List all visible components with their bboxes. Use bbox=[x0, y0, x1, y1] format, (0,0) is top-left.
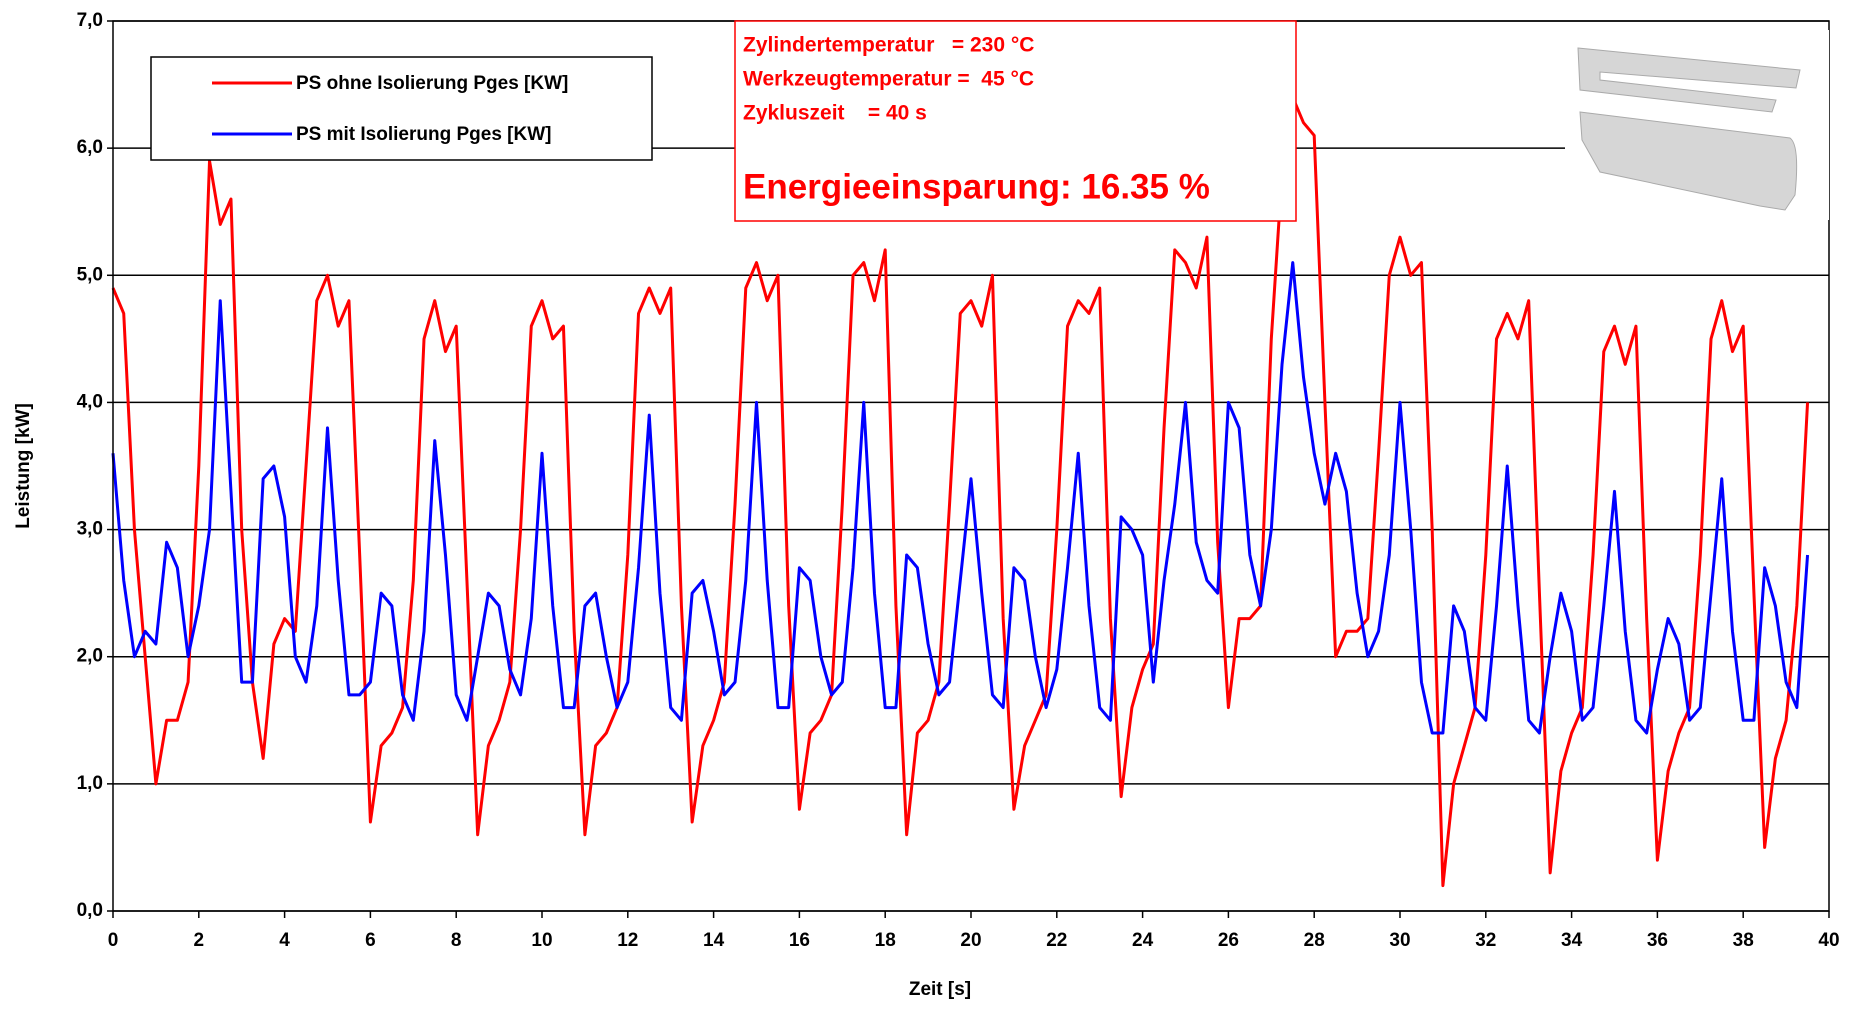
y-tick-label: 0,0 bbox=[77, 900, 103, 921]
y-tick-label: 3,0 bbox=[77, 519, 103, 540]
x-tick-label: 18 bbox=[875, 930, 896, 951]
x-tick-label: 24 bbox=[1132, 930, 1154, 951]
x-tick-label: 8 bbox=[451, 930, 462, 951]
annotation-text: Zylindertemperatur = 230 °C bbox=[743, 34, 1034, 57]
part-image bbox=[1565, 30, 1829, 220]
y-tick-label: 2,0 bbox=[77, 646, 103, 667]
y-tick-label: 6,0 bbox=[77, 137, 103, 158]
annotation: Zylindertemperatur = 230 °C Werkzeugtemp… bbox=[735, 21, 1296, 221]
y-tick-label: 4,0 bbox=[77, 391, 103, 412]
legend-label: PS mit Isolierung Pges [KW] bbox=[296, 124, 551, 145]
chart: PS ohne Isolierung Pges [KW] PS mit Isol… bbox=[0, 0, 1850, 1009]
annotation-text: Werkzeugtemperatur = 45 °C bbox=[743, 68, 1034, 91]
y-axis-label: Leistung [kW] bbox=[13, 403, 34, 529]
x-tick-label: 28 bbox=[1304, 930, 1325, 951]
x-tick-label: 34 bbox=[1561, 930, 1583, 951]
x-axis-label: Zeit [s] bbox=[909, 979, 971, 1000]
x-tick-label: 30 bbox=[1389, 930, 1410, 951]
legend-label: PS ohne Isolierung Pges [KW] bbox=[296, 73, 568, 94]
y-tick-label: 1,0 bbox=[77, 773, 103, 794]
x-tick-label: 36 bbox=[1647, 930, 1668, 951]
x-tick-label: 2 bbox=[194, 930, 205, 951]
x-tick-label: 16 bbox=[789, 930, 810, 951]
x-tick-label: 12 bbox=[617, 930, 638, 951]
y-tick-label: 7,0 bbox=[77, 10, 103, 31]
x-tick-label: 40 bbox=[1818, 930, 1839, 951]
x-tick-label: 20 bbox=[960, 930, 981, 951]
x-tick-label: 26 bbox=[1218, 930, 1239, 951]
x-tick-label: 4 bbox=[279, 930, 290, 951]
x-tick-label: 6 bbox=[365, 930, 376, 951]
legend: PS ohne Isolierung Pges [KW] PS mit Isol… bbox=[151, 57, 652, 160]
annotation-highlight: Energieeinsparung: 16.35 % bbox=[743, 167, 1210, 206]
x-tick-label: 32 bbox=[1475, 930, 1496, 951]
x-tick-label: 22 bbox=[1046, 930, 1067, 951]
x-tick-label: 14 bbox=[703, 930, 725, 951]
x-tick-label: 0 bbox=[108, 930, 119, 951]
annotation-text: Zykluszeit = 40 s bbox=[743, 102, 927, 125]
x-tick-label: 38 bbox=[1733, 930, 1754, 951]
y-tick-label: 5,0 bbox=[77, 264, 103, 285]
x-tick-label: 10 bbox=[531, 930, 552, 951]
